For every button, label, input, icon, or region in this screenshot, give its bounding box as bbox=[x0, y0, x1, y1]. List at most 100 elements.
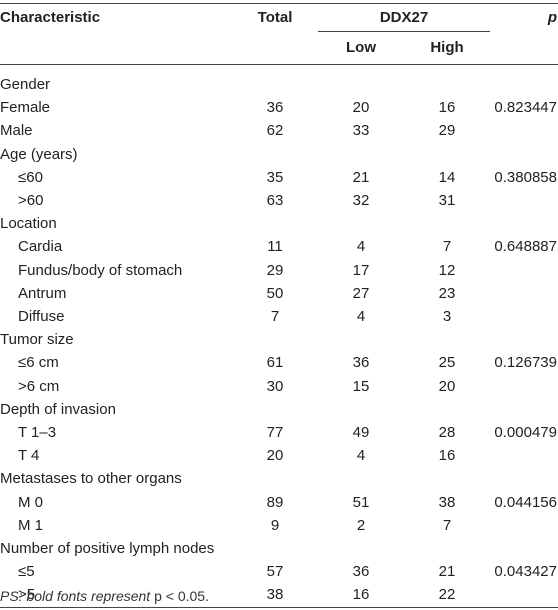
group-label: Number of positive lymph nodes bbox=[0, 540, 215, 558]
row-label: T 4 bbox=[18, 447, 40, 465]
table-row: Cardia 11 4 7 0.648887 bbox=[0, 235, 558, 258]
group-row: Gender bbox=[0, 65, 558, 97]
low-cell: 4 bbox=[356, 308, 366, 326]
header-p: p bbox=[547, 9, 557, 26]
footnote-condition: p < 0.05. bbox=[154, 588, 209, 604]
table-row: >5 38 16 22 bbox=[0, 583, 558, 607]
table-row: ≤6 cm 61 36 25 0.126739 bbox=[0, 351, 558, 374]
table-body: Gender Female 36 20 16 0.823447 Male 62 3 3 2 9 Age … bbox=[0, 65, 558, 608]
table-row: ≤5 57 36 21 0.043427 bbox=[0, 560, 558, 583]
header-low: Low bbox=[346, 39, 376, 56]
row-label: Antrum bbox=[18, 284, 67, 302]
row-label: ≤6 cm bbox=[18, 354, 59, 372]
low-cell: 21 bbox=[352, 168, 370, 186]
low-cell: 20 bbox=[352, 99, 370, 117]
total-cell: 62 bbox=[266, 122, 284, 140]
footnote: PS: bold fonts represent p < 0.05. bbox=[0, 588, 209, 604]
table-row: >60 63 32 31 bbox=[0, 189, 558, 212]
row-label: Male bbox=[0, 122, 33, 140]
low-cell: 36 bbox=[352, 354, 370, 372]
characteristics-table: Characteristic Total DDX27 p Low High Ge… bbox=[0, 3, 558, 608]
high-cell: 31 bbox=[438, 192, 456, 210]
row-label: >5 bbox=[18, 586, 36, 604]
row-label: Fundus/body of stomach bbox=[18, 261, 183, 279]
high-cell: 7 bbox=[442, 516, 452, 534]
low-cell: 15 bbox=[352, 377, 370, 395]
total-cell: 20 bbox=[266, 447, 284, 465]
low-cell: 2 bbox=[356, 516, 366, 534]
p-value-cell bbox=[490, 259, 558, 282]
total-cell: 35 bbox=[266, 168, 284, 186]
group-label: Location bbox=[0, 215, 57, 233]
total-cell: 9 bbox=[270, 516, 280, 534]
row-label: Cardia bbox=[18, 238, 63, 256]
high-cell: 7 bbox=[442, 238, 452, 256]
row-label: Female bbox=[0, 99, 51, 117]
p-value-cell bbox=[490, 514, 558, 537]
group-row: Metastases to other organs bbox=[0, 467, 558, 490]
p-value-cell: 0.823447 bbox=[494, 99, 557, 117]
row-label: ≤60 bbox=[18, 168, 43, 186]
total-cell: 77 bbox=[266, 424, 284, 442]
p-value-cell: 0.648887 bbox=[494, 238, 557, 256]
table-row: T 1–3 77 49 28 0.000479 bbox=[0, 421, 558, 444]
p-value-cell: 0.000479 bbox=[494, 424, 557, 442]
p-value-cell: 0.043427 bbox=[494, 563, 557, 581]
total-cell: 29 bbox=[266, 261, 284, 279]
low-cell: 51 bbox=[352, 493, 370, 511]
high-cell: 38 bbox=[438, 493, 456, 511]
total-cell: 11 bbox=[267, 238, 283, 256]
table-row: ≤60 35 21 14 0.380858 bbox=[0, 166, 558, 189]
total-cell: 57 bbox=[266, 563, 284, 581]
row-label: M 1 bbox=[18, 516, 44, 534]
table-row: >6 cm 30 15 20 bbox=[0, 375, 558, 398]
p-value-cell: 0.126739 bbox=[494, 354, 557, 372]
p-value-cell bbox=[490, 375, 558, 398]
high-cell: 16 bbox=[438, 447, 456, 465]
group-row: Depth of invasion bbox=[0, 398, 558, 421]
low-cell: 32 bbox=[352, 192, 370, 210]
total-cell: 36 bbox=[266, 99, 284, 117]
group-label: Depth of invasion bbox=[0, 400, 116, 418]
row-label: M 0 bbox=[18, 493, 44, 511]
p-value-cell bbox=[490, 305, 558, 328]
high-cell: 20 bbox=[438, 377, 456, 395]
high-cell: 16 bbox=[438, 99, 456, 117]
total-cell: 30 bbox=[266, 377, 284, 395]
header-spacer bbox=[0, 32, 228, 65]
group-label: Tumor size bbox=[0, 331, 74, 349]
group-label: Age (years) bbox=[0, 145, 78, 163]
header-ddx27: DDX27 bbox=[318, 3, 490, 32]
high-cell: 3 bbox=[442, 308, 452, 326]
table-row: Female 36 20 16 0.823447 bbox=[0, 96, 558, 119]
header-spacer bbox=[490, 32, 558, 65]
table-row: T 4 20 4 16 bbox=[0, 444, 558, 467]
p-value-cell bbox=[490, 282, 558, 305]
row-label: >6 cm bbox=[18, 377, 60, 395]
high-cell: 29 bbox=[438, 122, 456, 140]
table-row: Fundus/body of stomach 29 17 12 bbox=[0, 259, 558, 282]
total-cell: 50 bbox=[266, 284, 284, 302]
total-cell: 61 bbox=[266, 354, 284, 372]
row-label: Diffuse bbox=[18, 308, 65, 326]
group-row: Age (years) bbox=[0, 143, 558, 166]
header-spacer bbox=[228, 32, 318, 65]
p-value-cell bbox=[490, 189, 558, 212]
high-cell: 28 bbox=[438, 424, 456, 442]
p-value-cell: 0.044156 bbox=[494, 493, 557, 511]
table-row: Antrum 50 27 23 bbox=[0, 282, 558, 305]
group-row: Number of positive lymph nodes bbox=[0, 537, 558, 560]
group-label: Gender bbox=[0, 76, 51, 93]
high-cell: 25 bbox=[438, 354, 456, 372]
high-cell: 22 bbox=[438, 586, 456, 604]
total-cell: 38 bbox=[266, 586, 284, 604]
low-cell: 17 bbox=[352, 261, 370, 279]
low-cell: 16 bbox=[352, 586, 370, 604]
table-row: Male 62 33 29 bbox=[0, 119, 558, 142]
high-cell: 23 bbox=[438, 284, 456, 302]
high-cell: 12 bbox=[438, 261, 456, 279]
total-cell: 63 bbox=[266, 192, 284, 210]
low-cell: 49 bbox=[352, 424, 370, 442]
total-cell: 89 bbox=[266, 493, 284, 511]
header-row-2: Low High bbox=[0, 32, 558, 65]
